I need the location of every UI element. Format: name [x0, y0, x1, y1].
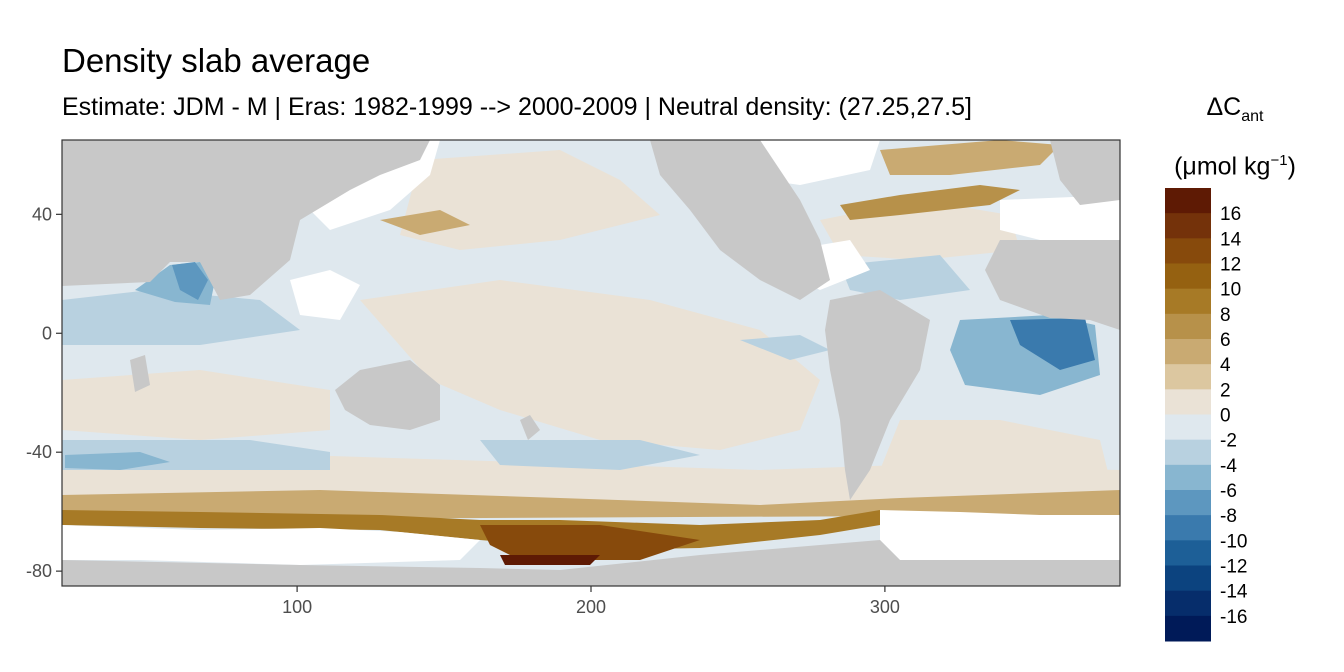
legend-swatch [1165, 364, 1211, 390]
legend-swatch [1165, 288, 1211, 315]
legend-swatch [1165, 439, 1211, 466]
labrador-brown [880, 140, 1060, 175]
arabian-sea-blue [172, 262, 208, 300]
y-axis: 40 0 -40 -80 [26, 204, 62, 581]
legend-label: -16 [1220, 607, 1247, 628]
legend-swatch [1165, 490, 1211, 516]
legend-label: -2 [1220, 431, 1237, 452]
land-madagascar [130, 355, 150, 392]
chart-title: Density slab average [62, 42, 371, 79]
y-tick-label: -80 [26, 561, 52, 581]
brown-region-layer [62, 140, 1120, 565]
land-australia [335, 360, 440, 430]
x-axis: 100 200 300 [282, 586, 900, 617]
land-antarctica [62, 540, 1120, 586]
legend-swatch [1165, 515, 1211, 541]
nodata-mediterranean [1000, 195, 1120, 245]
south-atlantic-tan [880, 420, 1110, 480]
nodata-indonesia [290, 270, 360, 320]
legend-label: -10 [1220, 531, 1247, 552]
legend-swatch [1165, 414, 1211, 441]
legend-colorbar: 16 14 12 10 8 6 4 2 0 -2 -4 -6 -8 -10 -12 -14 -16 [1165, 188, 1248, 642]
legend-label: 0 [1220, 406, 1231, 427]
legend-title: ΔCant (μmol kg−1) [1174, 93, 1296, 181]
land-new-zealand [520, 415, 540, 440]
legend-label: -12 [1220, 557, 1247, 578]
north-atlantic-brown [840, 185, 1020, 220]
legend-label: 6 [1220, 330, 1231, 351]
land-north-america [650, 140, 830, 300]
legend-label: 16 [1220, 204, 1241, 225]
legend-label: 4 [1220, 355, 1231, 376]
east-pacific-blue [740, 335, 830, 360]
legend-swatch [1165, 590, 1211, 617]
legend-label: 14 [1220, 229, 1242, 250]
gulf-of-guinea-blue [1010, 318, 1095, 370]
north-atlantic-blue [840, 255, 970, 300]
legend-swatch [1165, 540, 1211, 566]
land-eurasia-west [62, 140, 430, 300]
legend-label: 2 [1220, 380, 1231, 401]
south-pacific-blue [480, 440, 700, 470]
nodata-antarctic-west [62, 525, 480, 565]
agulhas-blue [65, 452, 170, 470]
kuroshio-brown [380, 210, 470, 235]
legend-label: 12 [1220, 255, 1241, 276]
legend-swatch [1165, 213, 1211, 239]
south-indian-tan [62, 370, 330, 440]
south-pacific-tan [360, 280, 820, 450]
legend-swatch [1165, 565, 1211, 592]
legend-label: -4 [1220, 456, 1237, 477]
x-tick-label: 100 [282, 597, 312, 617]
y-tick-label: 40 [32, 204, 52, 224]
ross-shelf-darkest [500, 555, 600, 565]
legend-label: -6 [1220, 481, 1237, 502]
legend-swatch [1165, 464, 1211, 491]
chart-subtitle: Estimate: JDM - M | Eras: 1982-1999 --> … [62, 93, 972, 121]
legend-swatch [1165, 188, 1211, 214]
legend-swatch [1165, 615, 1211, 642]
legend-swatch [1165, 263, 1211, 290]
legend-label: -8 [1220, 506, 1237, 527]
land-south-america [825, 290, 930, 500]
legend-swatch [1165, 389, 1211, 415]
x-tick-label: 300 [870, 597, 900, 617]
legend-label: -14 [1220, 582, 1248, 603]
legend-label: 8 [1220, 305, 1231, 326]
y-tick-label: 0 [42, 323, 52, 343]
y-tick-label: -40 [26, 442, 52, 462]
legend-swatch [1165, 339, 1211, 365]
legend-swatch [1165, 238, 1211, 264]
land-africa [985, 240, 1120, 330]
land-greenland-europe [1050, 140, 1120, 205]
indian-ocean-blue [62, 290, 300, 345]
blue-region-layer [62, 255, 1100, 470]
legend-swatch [1165, 313, 1211, 340]
legend-label: 10 [1220, 280, 1241, 301]
land-layer [62, 140, 1120, 586]
ross-sea-brown [480, 525, 700, 560]
x-tick-label: 200 [576, 597, 606, 617]
southern-band-brown-light [62, 490, 1120, 520]
nodata-antarctic-east [880, 510, 1120, 560]
